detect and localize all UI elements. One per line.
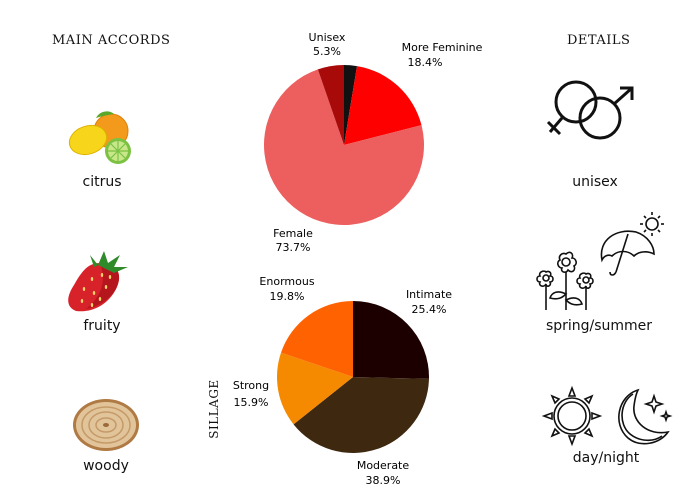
label-female-value: 73.7% [276, 241, 311, 254]
label-intimate-value: 25.4% [412, 303, 447, 316]
label-moderate-name: Moderate [357, 459, 410, 472]
gender-symbols-icon [542, 76, 642, 152]
label-enormous-name: Enormous [259, 275, 314, 288]
accord-label-woody: woody [83, 458, 129, 474]
flowers-umbrella-sun-icon [532, 210, 668, 316]
detail-label-spring-summer: spring/summer [545, 318, 653, 334]
sillage-axis-title: SILLAGE [207, 379, 221, 439]
detail-label-unisex: unisex [572, 174, 618, 190]
pie-slice-enormous [281, 301, 353, 377]
main-accords-heading: MAIN ACCORDS [52, 33, 171, 48]
label-unisex-name: Unisex [309, 31, 346, 44]
strawberry-icon [64, 249, 130, 315]
label-more-feminine-value: 18.4% [408, 56, 443, 69]
label-strong-name: Strong [233, 379, 269, 392]
citrus-icon [66, 106, 136, 168]
pie-slice-intimate [353, 301, 429, 379]
accord-label-fruity: fruity [83, 318, 121, 334]
label-female-name: Female [273, 227, 313, 240]
details-heading: DETAILS [567, 33, 631, 48]
pie-slice-strong [277, 352, 353, 425]
pie-slice-unisex [317, 65, 344, 145]
sun-moon-icon [541, 384, 680, 450]
label-strong-value: 15.9% [234, 396, 269, 409]
wood-slice-icon [72, 398, 140, 452]
pie-slice-more-feminine [344, 66, 422, 145]
label-moderate-value: 38.9% [366, 474, 401, 487]
pie-slice-male [344, 65, 358, 145]
pie-slice-moderate [293, 377, 429, 453]
detail-label-day-night: day/night [572, 450, 640, 466]
accord-label-citrus: citrus [82, 174, 122, 190]
label-intimate-name: Intimate [406, 288, 452, 301]
label-more-feminine-name: More Feminine [402, 41, 483, 54]
label-unisex-value: 5.3% [313, 45, 341, 58]
pie-slice-female [264, 69, 424, 226]
label-enormous-value: 19.8% [270, 290, 305, 303]
